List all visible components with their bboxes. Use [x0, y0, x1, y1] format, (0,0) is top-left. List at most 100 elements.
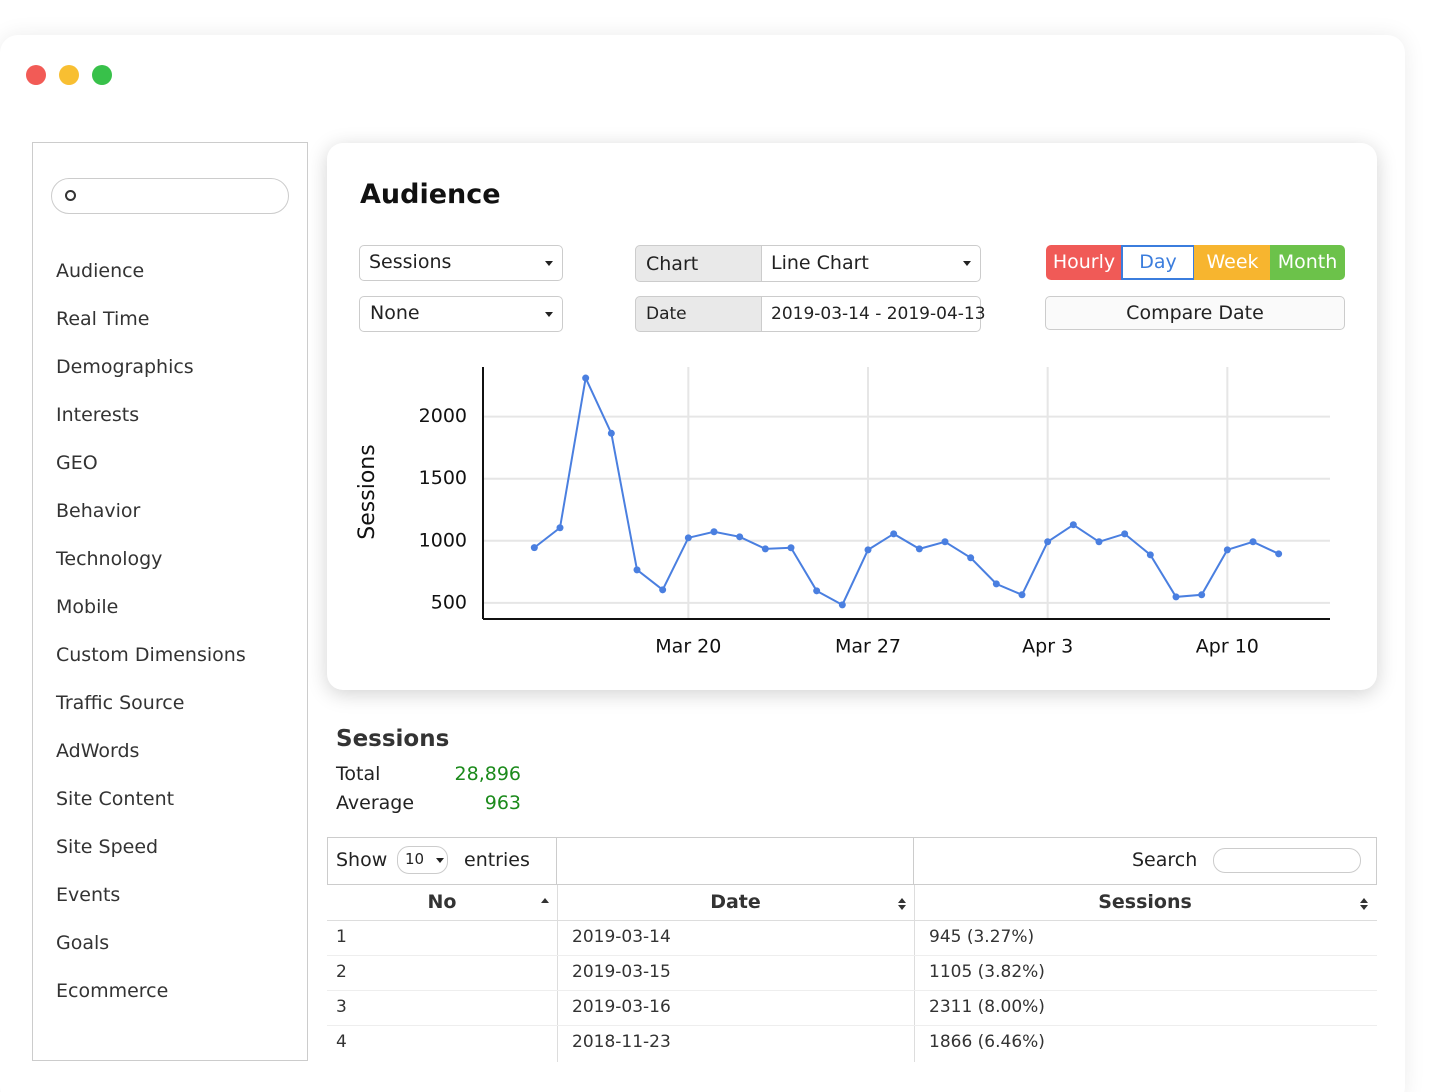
row-rule — [327, 955, 1377, 956]
compare-button-label: Compare Date — [1126, 302, 1264, 324]
data-point — [1121, 530, 1129, 538]
chart-type-text: Line Chart — [771, 252, 869, 274]
sort-icon — [1360, 905, 1368, 910]
y-tick-label: 500 — [431, 591, 467, 613]
data-point — [1146, 551, 1154, 559]
menu-item[interactable]: Real Time — [56, 308, 150, 330]
menu-item[interactable]: Events — [56, 884, 121, 906]
maximize-dot[interactable] — [92, 65, 112, 85]
menu-item[interactable]: Interests — [56, 404, 140, 426]
chart-type-select[interactable] — [761, 245, 981, 282]
data-point — [659, 586, 667, 594]
toolbar-divider — [913, 837, 914, 885]
table-cell: 2311 (8.00%) — [929, 997, 1045, 1017]
sort-icon — [1360, 898, 1368, 903]
data-point — [1018, 591, 1026, 599]
table-cell: 945 (3.27%) — [929, 927, 1035, 947]
column-header[interactable]: Sessions — [1098, 891, 1192, 913]
granularity-label: Hourly — [1052, 251, 1116, 273]
table-cell: 2018-11-23 — [572, 1032, 671, 1052]
data-point — [1249, 538, 1257, 546]
y-tick-label: 1500 — [419, 467, 467, 489]
sort-icon — [541, 898, 549, 903]
table-search-input[interactable] — [1213, 848, 1361, 873]
data-point — [1275, 550, 1283, 558]
data-point — [941, 538, 949, 546]
menu-item[interactable]: Demographics — [56, 356, 194, 378]
row-rule — [327, 1025, 1377, 1026]
menu-item[interactable]: Traffic Source — [56, 692, 185, 714]
summary-title: Sessions — [336, 726, 450, 752]
dropdown-caret — [545, 312, 553, 317]
table-cell: 1 — [336, 927, 347, 947]
menu-item[interactable]: Site Speed — [56, 836, 159, 858]
series-line — [533, 374, 1280, 607]
data-point — [1069, 521, 1077, 529]
date-range-text: 2019-03-14 - 2019-04-13 — [771, 304, 986, 324]
menu-item[interactable]: Site Content — [56, 788, 175, 810]
menu-item[interactable]: Mobile — [56, 596, 119, 618]
menu-item[interactable]: Behavior — [56, 500, 141, 522]
dropdown-caret — [436, 858, 444, 863]
table-cell: 2019-03-16 — [572, 997, 671, 1017]
sidebar — [32, 142, 308, 1061]
summary-label: Average — [336, 792, 415, 814]
menu-item[interactable]: Custom Dimensions — [56, 644, 246, 666]
table-cell: 1866 (6.46%) — [929, 1032, 1045, 1052]
data-point — [1172, 593, 1180, 601]
menu-item[interactable]: AdWords — [56, 740, 140, 762]
date-range-input[interactable] — [761, 296, 981, 332]
table-toolbar — [327, 837, 1377, 885]
page-size-select[interactable] — [397, 846, 448, 874]
y-axis-title: Sessions — [355, 444, 380, 539]
data-point — [607, 429, 615, 437]
granularity-label: Day — [1139, 251, 1177, 273]
chart-type-label-box — [635, 245, 762, 282]
y-tick-label: 2000 — [419, 405, 467, 427]
metric-select[interactable] — [359, 245, 563, 281]
data-point — [710, 528, 718, 536]
search-input[interactable] — [51, 178, 289, 214]
data-point — [864, 546, 872, 554]
dropdown-caret — [545, 261, 553, 266]
search-icon — [65, 190, 76, 201]
entries-label: entries — [464, 849, 530, 871]
date-label-box — [635, 296, 762, 332]
column-header[interactable]: No — [427, 891, 457, 913]
menu-item[interactable]: GEO — [56, 452, 98, 474]
y-tick-label: 1000 — [419, 529, 467, 551]
x-tick-label: Apr 10 — [1196, 636, 1259, 658]
granularity-button[interactable] — [1046, 245, 1122, 280]
x-tick-label: Mar 27 — [835, 636, 901, 658]
compare-button[interactable] — [1045, 296, 1345, 330]
x-tick-label: Mar 20 — [655, 636, 721, 658]
summary-label: Total — [336, 763, 381, 785]
data-point — [761, 545, 769, 553]
column-divider — [557, 885, 558, 1062]
data-point — [556, 524, 564, 532]
close-dot[interactable] — [26, 65, 46, 85]
table-cell: 2 — [336, 962, 347, 982]
data-point — [582, 374, 590, 382]
data-point — [1095, 538, 1103, 546]
column-header[interactable]: Date — [710, 891, 761, 913]
data-point — [838, 601, 846, 609]
granularity-button[interactable] — [1270, 245, 1345, 280]
menu-item[interactable]: Audience — [56, 260, 145, 282]
data-point — [633, 566, 641, 574]
menu-item[interactable]: Technology — [56, 548, 163, 570]
minimize-dot[interactable] — [59, 65, 79, 85]
page-size-text: 10 — [405, 850, 425, 868]
secondary-select[interactable] — [359, 296, 563, 332]
chart: 500 1000 1500 2000 Mar 20 Mar 27 Apr 3 Apr 10 Se… — [355, 367, 1330, 658]
summary-value: 28,896 — [454, 763, 521, 785]
chart-type-label: Chart — [646, 253, 699, 275]
secondary-select-text: None — [370, 302, 420, 324]
granularity-button[interactable] — [1194, 245, 1271, 280]
menu-item[interactable]: Ecommerce — [56, 980, 169, 1002]
menu-item[interactable]: Goals — [56, 932, 110, 954]
table-cell: 2019-03-14 — [572, 927, 671, 947]
panel-title: Audience — [360, 179, 501, 210]
data-point — [1198, 591, 1206, 599]
data-point — [813, 587, 821, 595]
